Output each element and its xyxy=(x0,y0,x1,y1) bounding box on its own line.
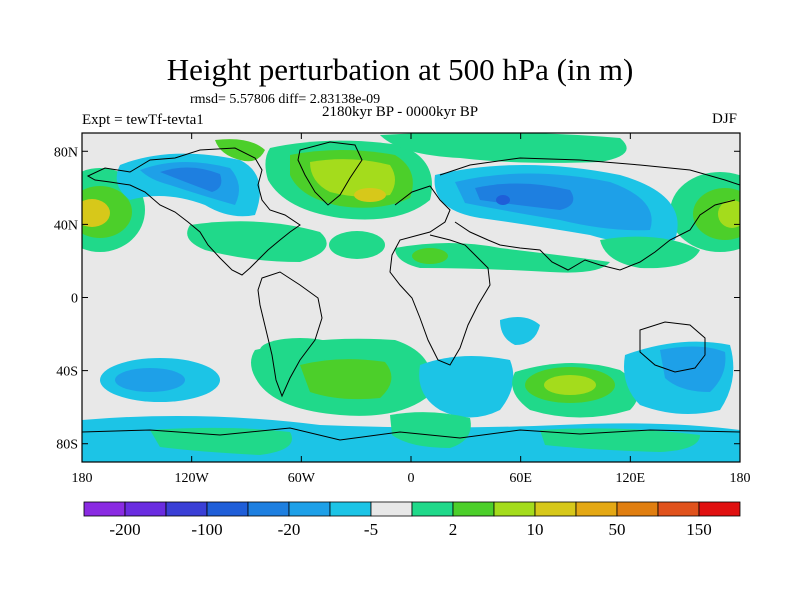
colorbar-swatch xyxy=(411,501,454,517)
experiment-label: Expt = tewTf-tevta1 xyxy=(82,112,204,128)
colorbar-swatch xyxy=(165,501,208,517)
colorbar-label: 50 xyxy=(609,520,626,539)
colorbar-swatch xyxy=(698,501,741,517)
colorbar-swatch xyxy=(534,501,577,517)
colorbar-swatch xyxy=(329,501,372,517)
colorbar-swatch xyxy=(247,501,290,517)
south-america-coast xyxy=(257,271,323,398)
colorbar-swatch xyxy=(370,501,413,517)
lat-label: 40N xyxy=(54,218,78,233)
colorbar-swatch xyxy=(575,501,618,517)
lat-label: 40S xyxy=(56,365,78,380)
lon-axis: 180 120W 60W 0 60E 120E 180 xyxy=(72,133,751,486)
stats-subtitle: rmsd= 5.57806 diff= 2.83138e-09 xyxy=(190,92,381,107)
greenland-coast xyxy=(297,141,363,206)
colorbar-swatch xyxy=(657,501,700,517)
colorbar-label: 150 xyxy=(686,520,712,539)
asia-coast xyxy=(439,157,740,271)
lon-label: 60W xyxy=(288,471,316,486)
lat-label: 80N xyxy=(54,145,78,160)
lon-label: 180 xyxy=(72,471,93,486)
lon-label: 180 xyxy=(730,471,751,486)
coastlines xyxy=(82,141,740,441)
colorbar-swatch xyxy=(493,501,536,517)
antarctica-coast xyxy=(82,427,740,441)
colorbar: -200 -100 -20 -5 2 10 50 150 xyxy=(83,501,741,539)
lon-label: 120E xyxy=(616,471,646,486)
lon-label: 60E xyxy=(509,471,532,486)
anomaly-ne-pacific xyxy=(187,221,327,262)
anomaly-north-africa xyxy=(395,243,610,273)
colorbar-swatch xyxy=(452,501,495,517)
australia-coast xyxy=(639,321,706,373)
anomaly-south-indian-west xyxy=(419,356,514,418)
colorbar-swatch xyxy=(206,501,249,517)
colorbar-label: -20 xyxy=(278,520,301,539)
lon-label: 120W xyxy=(175,471,210,486)
colorbar-label: -5 xyxy=(364,520,378,539)
north-america-coast xyxy=(86,147,301,276)
period-subtitle: 2180kyr BP - 0000kyr BP xyxy=(322,104,479,120)
europe-africa-coast xyxy=(389,185,491,366)
lat-label: 80S xyxy=(56,438,78,453)
colorbar-label: 2 xyxy=(449,520,458,539)
plot-title: Height perturbation at 500 hPa (in m) xyxy=(166,52,634,87)
lon-label: 0 xyxy=(408,471,415,486)
colorbar-swatch xyxy=(288,501,331,517)
colorbar-label: 10 xyxy=(527,520,544,539)
lat-label: 0 xyxy=(71,292,78,307)
colorbar-label: -100 xyxy=(191,520,222,539)
colorbar-swatch xyxy=(616,501,659,517)
colorbar-label: -200 xyxy=(109,520,140,539)
colorbar-swatch xyxy=(83,501,126,517)
colorbar-swatch xyxy=(124,501,167,517)
lat-axis: 80N 40N 0 40S 80S xyxy=(54,145,740,453)
season-label: DJF xyxy=(712,111,738,127)
anomaly-arctic-band xyxy=(380,133,627,163)
